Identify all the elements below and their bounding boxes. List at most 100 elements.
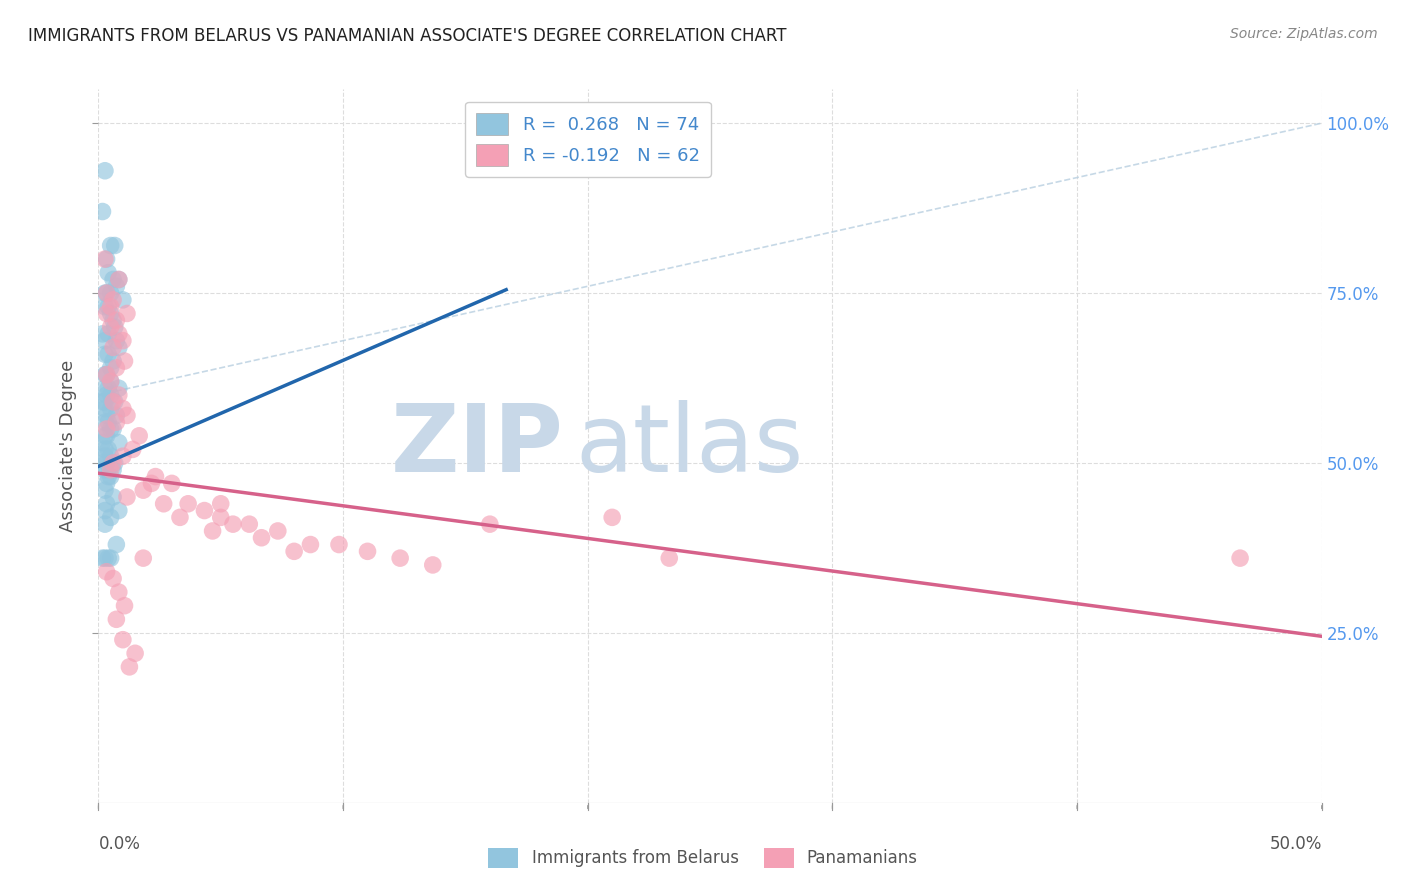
Point [100,401,122,416]
Point [105,415,128,429]
Point [132,483,155,498]
Point [97,266,120,280]
Point [94,415,117,429]
Point [209,510,232,524]
Point [94,347,117,361]
Point [97,442,120,457]
Point [94,429,117,443]
Point [101,394,124,409]
Point [118,660,141,674]
Point [96,422,118,436]
Point [100,375,122,389]
Point [104,238,127,252]
Point [100,469,122,483]
Point [91,326,114,341]
Point [94,517,117,532]
Point [108,272,131,286]
Point [111,401,134,416]
Point [96,368,118,382]
Text: 0.0%: 0.0% [98,835,141,853]
Point [100,300,122,314]
Point [267,524,290,538]
Point [97,381,120,395]
Point [96,476,118,491]
Point [209,497,232,511]
Point [299,537,322,551]
Point [96,286,118,301]
Point [91,394,114,409]
Point [97,326,120,341]
Point [100,320,122,334]
Point [108,585,131,599]
Point [96,456,118,470]
Point [111,334,134,348]
Point [104,456,127,470]
Point [101,456,124,470]
Point [160,476,183,491]
Point [115,306,138,320]
Point [94,334,117,348]
Point [101,313,124,327]
Point [145,469,167,483]
Point [94,163,117,178]
Point [100,463,122,477]
Point [94,300,117,314]
Point [91,551,114,566]
Point [94,381,117,395]
Point [96,286,118,301]
Point [94,442,117,457]
Point [222,517,245,532]
Point [96,409,118,423]
Point [201,524,224,538]
Point [96,565,118,579]
Point [100,375,122,389]
Point [108,381,131,395]
Point [100,449,122,463]
Point [100,510,122,524]
Point [96,388,118,402]
Point [115,409,138,423]
Point [94,252,117,266]
Point [100,238,122,252]
Point [100,551,122,566]
Point [101,572,124,586]
Point [108,341,131,355]
Point [94,394,117,409]
Point [105,360,128,375]
Point [111,632,134,647]
Point [94,463,117,477]
Point [94,368,117,382]
Point [101,490,124,504]
Point [250,531,273,545]
Point [152,497,174,511]
Text: atlas: atlas [575,400,804,492]
Point [101,272,124,286]
Point [108,272,131,286]
Point [96,306,118,320]
Text: Source: ZipAtlas.com: Source: ZipAtlas.com [1230,27,1378,41]
Point [101,422,124,436]
Point [101,354,124,368]
Point [97,415,120,429]
Point [169,510,191,524]
Point [94,401,117,416]
Point [600,510,623,524]
Point [141,476,163,491]
Text: 50.0%: 50.0% [1270,835,1322,853]
Y-axis label: Associate's Degree: Associate's Degree [59,359,77,533]
Point [96,429,118,443]
Point [94,503,117,517]
Point [100,422,122,436]
Point [96,368,118,382]
Point [101,463,124,477]
Point [193,503,215,517]
Point [1229,551,1251,566]
Point [115,490,138,504]
Point [97,347,120,361]
Legend: R =  0.268   N = 74, R = -0.192   N = 62: R = 0.268 N = 74, R = -0.192 N = 62 [465,102,710,177]
Point [105,334,128,348]
Point [283,544,305,558]
Point [389,551,412,566]
Point [121,442,143,457]
Point [94,449,117,463]
